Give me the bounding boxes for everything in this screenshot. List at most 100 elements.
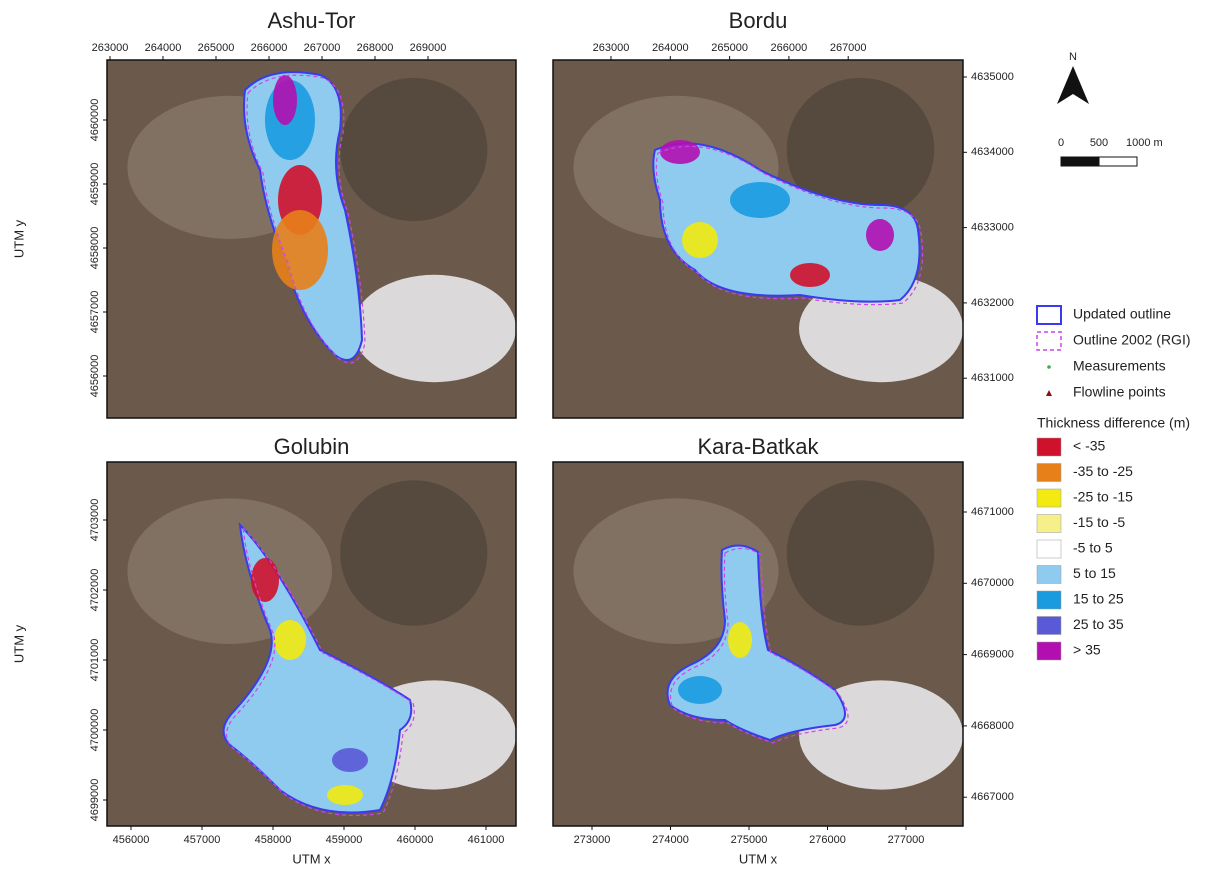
- y-axis-label: UTM y: [11, 624, 26, 663]
- x-tick-label: 269000: [410, 42, 447, 54]
- map-panel: [107, 60, 516, 418]
- snow: [352, 275, 516, 382]
- x-tick-label: 265000: [198, 42, 235, 54]
- x-tick-label: 461000: [468, 834, 505, 846]
- panel-title: Bordu: [729, 8, 788, 33]
- thickness-patch: [273, 75, 297, 125]
- x-tick-label: 459000: [326, 834, 363, 846]
- legend-swatch: [1037, 438, 1061, 456]
- thickness-patch: [728, 622, 752, 658]
- legend-swatch: [1037, 617, 1061, 635]
- y-tick-label: 4656000: [89, 355, 101, 398]
- y-tick-label: 4660000: [89, 99, 101, 142]
- x-tick-label: 458000: [255, 834, 292, 846]
- x-tick-label: 276000: [809, 834, 846, 846]
- legend-swatch: [1037, 591, 1061, 609]
- map-panel: [553, 462, 963, 826]
- y-tick-label: 4701000: [89, 639, 101, 682]
- thickness-patch: [682, 222, 718, 258]
- y-tick-label: 4657000: [89, 291, 101, 334]
- x-tick-label: 460000: [397, 834, 434, 846]
- scale-label: 0: [1058, 137, 1064, 149]
- panel-title: Ashu-Tor: [267, 8, 355, 33]
- thickness-patch: [866, 219, 894, 251]
- thickness-patch: [327, 785, 363, 805]
- legend-label: -15 to -5: [1073, 514, 1125, 530]
- thickness-patch: [251, 558, 279, 602]
- x-axis-label: UTM x: [292, 851, 331, 866]
- north-arrow: [1057, 66, 1089, 104]
- x-tick-label: 263000: [92, 42, 129, 54]
- legend-label: Flowline points: [1073, 384, 1166, 400]
- legend-label: Measurements: [1073, 358, 1166, 374]
- legend-symbol: [1037, 306, 1061, 324]
- legend-title: Thickness difference (m): [1037, 415, 1190, 431]
- y-tick-label: 4703000: [89, 499, 101, 542]
- x-tick-label: 268000: [357, 42, 394, 54]
- y-tick-label: 4671000: [971, 506, 1014, 518]
- panel-title: Kara-Batkak: [697, 434, 819, 459]
- legend-label: Updated outline: [1073, 306, 1171, 322]
- thickness-patch: [660, 140, 700, 164]
- y-tick-label: 4669000: [971, 649, 1014, 661]
- y-tick-label: 4667000: [971, 791, 1014, 803]
- x-tick-label: 274000: [652, 834, 689, 846]
- scale-label: 500: [1090, 137, 1108, 149]
- x-tick-label: 264000: [652, 42, 689, 54]
- x-tick-label: 275000: [731, 834, 768, 846]
- legend-label: > 35: [1073, 642, 1101, 658]
- thickness-patch: [790, 263, 830, 287]
- thickness-patch: [274, 620, 306, 660]
- y-tick-label: 4658000: [89, 227, 101, 270]
- y-tick-label: 4635000: [971, 71, 1014, 83]
- thickness-patch: [260, 695, 380, 785]
- x-tick-label: 267000: [304, 42, 341, 54]
- x-tick-label: 266000: [771, 42, 808, 54]
- x-axis-label: UTM x: [739, 851, 778, 866]
- legend-label: 5 to 15: [1073, 565, 1116, 581]
- thickness-patch: [272, 210, 328, 290]
- x-tick-label: 273000: [574, 834, 611, 846]
- y-tick-label: 4668000: [971, 720, 1014, 732]
- x-tick-label: 265000: [711, 42, 748, 54]
- map-panel: [107, 462, 516, 826]
- legend-label: 15 to 25: [1073, 591, 1124, 607]
- legend-symbol: [1047, 365, 1051, 369]
- x-tick-label: 266000: [251, 42, 288, 54]
- legend-swatch: [1037, 642, 1061, 660]
- legend-label: -25 to -15: [1073, 489, 1133, 505]
- y-tick-label: 4699000: [89, 779, 101, 822]
- thickness-patch: [332, 748, 368, 772]
- thickness-patch: [678, 676, 722, 704]
- y-tick-label: 4700000: [89, 709, 101, 752]
- y-axis-label: UTM y: [11, 219, 26, 258]
- legend-swatch: [1037, 515, 1061, 533]
- x-tick-label: 456000: [113, 834, 150, 846]
- thickness-patch: [730, 182, 790, 218]
- terrain: [340, 78, 487, 221]
- north-label: N: [1069, 51, 1077, 63]
- scale-bar: [1099, 157, 1137, 166]
- map-panel: [553, 60, 963, 418]
- legend-label: < -35: [1073, 438, 1106, 454]
- x-tick-label: 264000: [145, 42, 182, 54]
- x-tick-label: 277000: [888, 834, 925, 846]
- figure: N 0 500 1000 m Updated outline Outline 2…: [0, 0, 1213, 872]
- y-tick-label: 4634000: [971, 146, 1014, 158]
- y-tick-label: 4659000: [89, 163, 101, 206]
- legend-symbol: [1046, 390, 1052, 396]
- y-tick-label: 4633000: [971, 222, 1014, 234]
- x-tick-label: 457000: [184, 834, 221, 846]
- x-tick-label: 263000: [593, 42, 630, 54]
- legend-swatch: [1037, 566, 1061, 584]
- legend-label: -5 to 5: [1073, 540, 1113, 556]
- legend-swatch: [1037, 540, 1061, 558]
- y-tick-label: 4670000: [971, 577, 1014, 589]
- terrain: [340, 480, 487, 626]
- legend-label: -35 to -25: [1073, 463, 1133, 479]
- legend-symbol: [1037, 332, 1061, 350]
- y-tick-label: 4702000: [89, 569, 101, 612]
- scale-label: 1000 m: [1126, 137, 1163, 149]
- thickness-patch: [770, 688, 810, 712]
- y-tick-label: 4632000: [971, 297, 1014, 309]
